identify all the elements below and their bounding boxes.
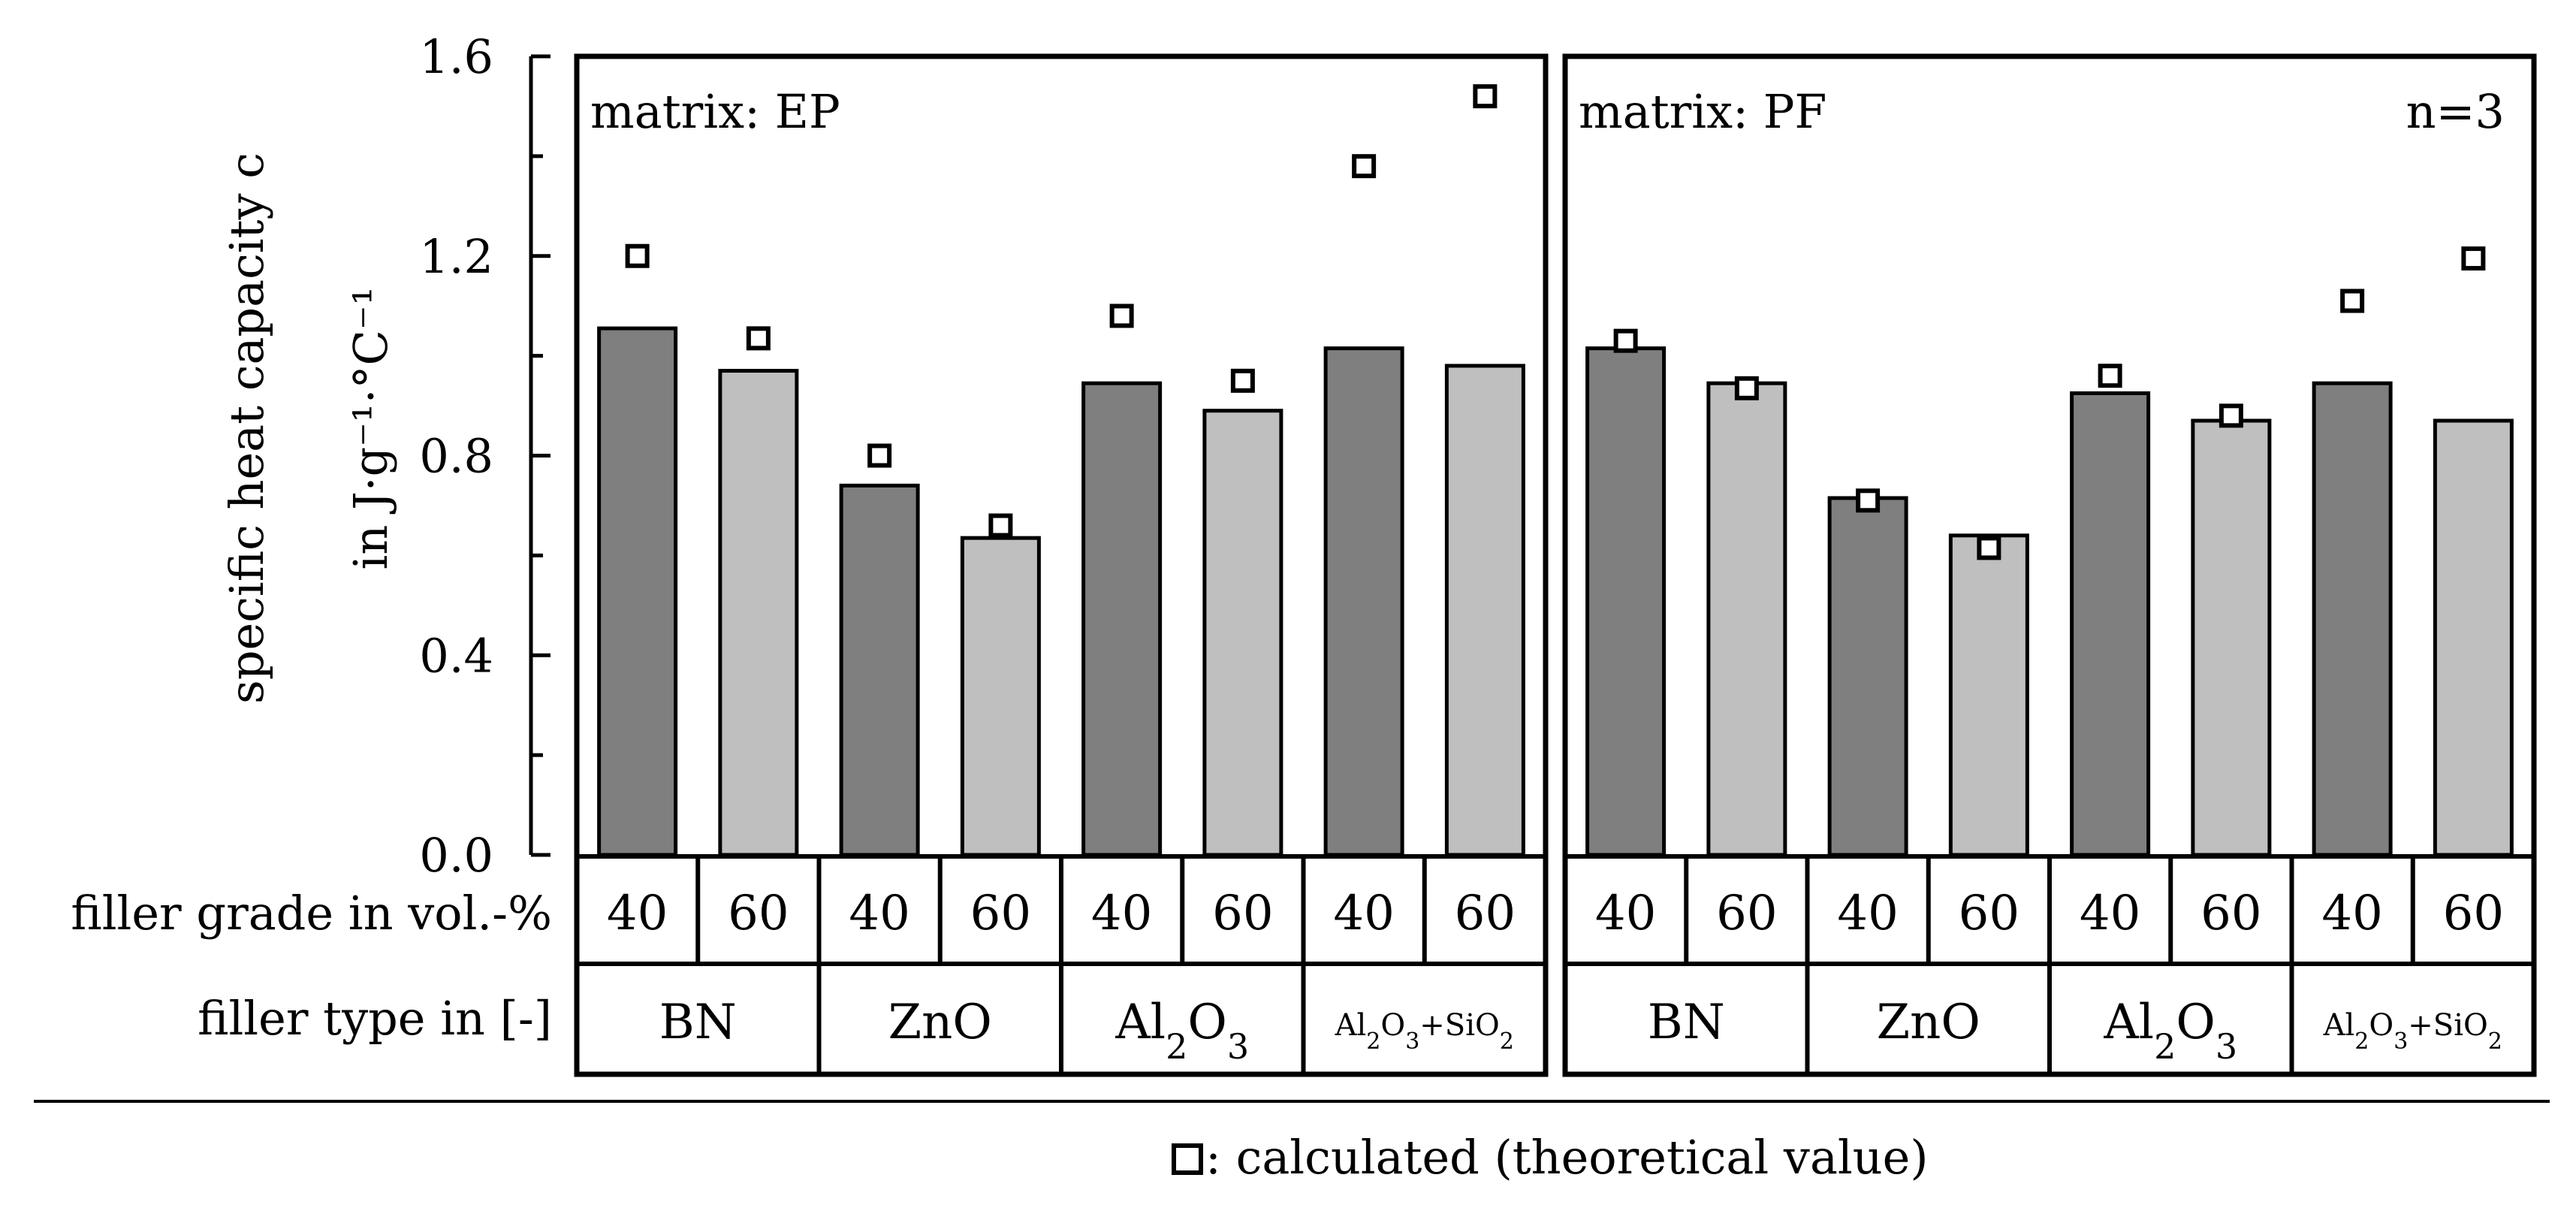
bar: [1585, 346, 1667, 857]
filler-type-label: Al2O3+SiO2: [1335, 1008, 1514, 1055]
y-tick-label: 0.4: [419, 628, 493, 683]
grade-row-label: filler grade in vol.-%: [71, 886, 552, 941]
filler-type-label: Al2O3+SiO2: [2323, 1008, 2502, 1055]
grade-label: 40: [1595, 886, 1656, 941]
calculated-marker: [1109, 303, 1134, 328]
bar: [2433, 418, 2514, 857]
filler-type-label: ZnO: [1877, 995, 1980, 1050]
y-tick-label: 0.8: [419, 429, 493, 484]
calculated-marker: [2461, 246, 2486, 271]
bar: [1081, 381, 1163, 857]
panel-label: matrix: PF: [1579, 84, 1826, 139]
filler-type-label: ZnO: [888, 995, 992, 1050]
y-axis-label-line1: specific heat capacity c: [219, 153, 274, 704]
bar: [1706, 381, 1787, 857]
y-axis-label-line2: in J·g⁻¹·°C⁻¹: [343, 286, 398, 569]
grade-label: 40: [2080, 886, 2140, 941]
calculated-marker: [1977, 536, 2001, 560]
filler-type-label: Al2O3: [1115, 995, 1249, 1067]
calculated-marker: [1473, 84, 1498, 109]
calculated-marker: [2098, 364, 2122, 388]
bar: [1948, 533, 2029, 857]
grade-label: 60: [1455, 886, 1516, 941]
calculated-marker: [988, 513, 1013, 538]
grade-label: 40: [1091, 886, 1152, 941]
y-tick-label: 1.6: [419, 29, 493, 84]
calculated-marker: [625, 243, 650, 268]
y-axis-label: specific heat capacity c in J·g⁻¹·°C⁻¹: [219, 153, 398, 704]
y-tick-label: 0.0: [419, 828, 493, 883]
panel-ep: matrix: EP 40 60 40 60 40 60 40 60 BN ZnO Al2O3 Al2O…: [574, 53, 1549, 1077]
calculated-marker: [1352, 154, 1377, 179]
grade-label: 60: [2200, 886, 2261, 941]
bar: [1827, 496, 1908, 857]
grade-label: 40: [1333, 886, 1394, 941]
grade-label: 60: [728, 886, 789, 941]
filler-type-label: Al2O3: [2103, 995, 2237, 1067]
filler-type-label: BN: [659, 995, 737, 1050]
bar: [597, 326, 678, 857]
bar: [2312, 381, 2393, 857]
grade-label: 40: [1837, 886, 1898, 941]
bar: [2070, 391, 2151, 857]
panels: matrix: EP 40 60 40 60 40 60 40 60 BN ZnO Al2O3 Al2O…: [574, 53, 2537, 1077]
calculated-marker: [1613, 328, 1638, 353]
grade-label: 60: [970, 886, 1031, 941]
calculated-marker: [1856, 488, 1881, 513]
legend-text: : calculated (theoretical value): [1205, 1130, 1929, 1185]
y-axis: 0.0 0.4 0.8 1.2 1.6: [419, 29, 550, 883]
bar: [718, 369, 799, 857]
calculated-marker: [1734, 376, 1759, 400]
bar: [960, 536, 1041, 857]
bar: [1323, 346, 1404, 857]
legend-marker: [1172, 1143, 1203, 1175]
calculated-marker: [867, 443, 892, 468]
grade-label: 40: [607, 886, 668, 941]
filler-type-label: BN: [1648, 995, 1725, 1050]
y-tick-label: 1.2: [419, 229, 493, 284]
bar: [1444, 364, 1525, 857]
bar: [1202, 409, 1283, 857]
grade-label: 40: [849, 886, 909, 941]
calculated-marker: [2340, 288, 2365, 313]
grade-label: 60: [1959, 886, 2019, 941]
panel-pf: matrix: PF 40 60 40 60 40 60 40 60 BN ZnO Al2O3 Al2O…: [1562, 53, 2537, 1077]
grade-label: 60: [1212, 886, 1273, 941]
type-row-label: filler type in [-]: [198, 991, 552, 1046]
calculated-marker: [2219, 403, 2243, 428]
grade-label: 60: [1716, 886, 1777, 941]
panel-label: matrix: EP: [590, 84, 840, 139]
grade-label: 40: [2321, 886, 2382, 941]
bar: [839, 483, 920, 857]
grade-label: 60: [2443, 886, 2504, 941]
calculated-marker: [746, 326, 771, 351]
n-annotation: n=3: [2406, 84, 2505, 139]
bar: [2191, 418, 2272, 857]
legend: : calculated (theoretical value): [1172, 1130, 1929, 1185]
calculated-marker: [1230, 368, 1255, 393]
